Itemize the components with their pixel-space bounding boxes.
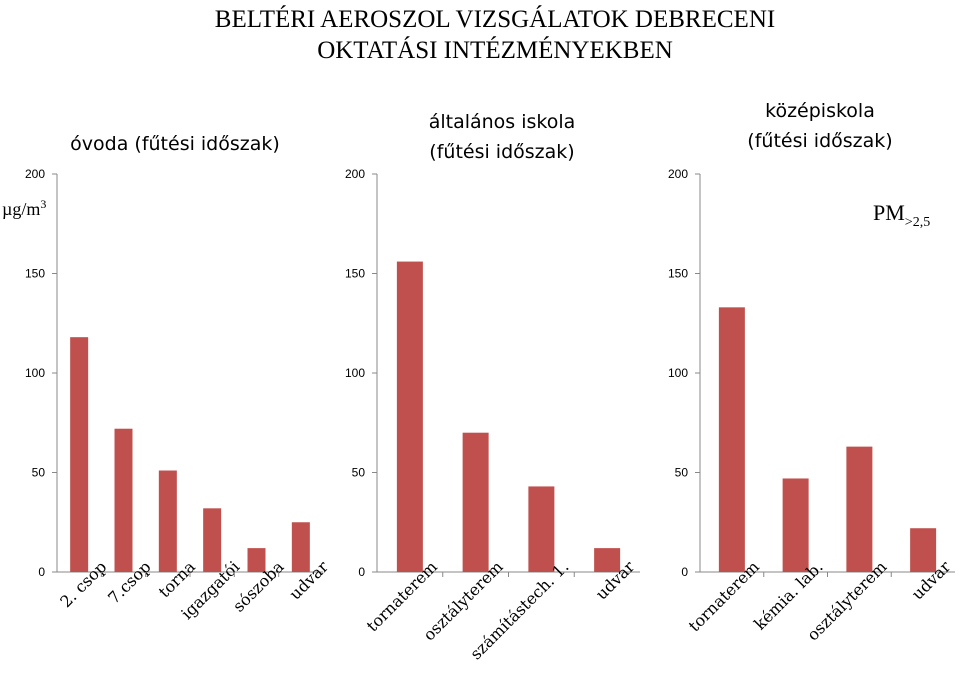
legend-label-main: PM [873,200,905,225]
panel-1-bar-3 [158,470,177,572]
main-title-line-2: OKTATÁSI INTÉZMÉNYEKBEN [317,36,673,64]
panel-2-bar-4 [594,548,621,572]
panel-3-title-line-2: (fűtési időszak) [747,130,892,152]
panel-1-ytick-label-0: 0 [38,565,45,579]
legend-label-subscript: >2,5 [905,215,930,230]
panel-2-bar-3 [528,486,555,572]
panel-1-title-line-1: óvoda (fűtési időszak) [70,133,280,155]
unit-label-base: µg/m [2,199,40,219]
unit-label: µg/m3 [2,197,46,219]
panel-3-bar-1 [718,307,745,572]
panel-1-bar-6 [291,522,310,572]
panel-3-ytick-label-2: 100 [668,366,688,380]
chart-panel-2: általános iskola (fűtési időszak) 0 50 100 15… [345,111,640,663]
panel-2-ytick-label-0: 0 [358,565,365,579]
panel-1-bar-2 [114,428,133,572]
panel-1-ytick-label-2: 100 [25,366,45,380]
legend-label: PM>2,5 [873,200,930,230]
panel-2-ytick-label-4: 200 [345,167,365,181]
panel-2-title-line-2: (fűtési időszak) [429,141,574,163]
chart-panel-3: középiskola(fűtési időszak)050100150200t… [668,100,955,645]
panel-3-ytick-label-0: 0 [681,565,688,579]
panel-3-ytick-label-4: 200 [668,167,688,181]
panel-1-ytick-label-3: 150 [25,267,45,281]
panel-2-ytick-label-2: 100 [345,366,365,380]
panel-2-ytick-label-3: 150 [345,267,365,281]
main-title-line-1: BELTÉRI AEROSZOL VIZSGÁLATOK DEBRECENI [215,5,775,33]
panel-1-ytick-label-1: 50 [32,466,46,480]
panel-2-ytick-label-1: 50 [352,466,366,480]
panel-1-bar-4 [203,508,222,572]
panel-2-bar-2 [462,432,489,572]
panel-2-title-line-1: általános iskola [429,111,576,133]
unit-label-superscript: 3 [40,197,46,211]
panel-1-bar-1 [70,337,89,572]
panel-3-title-line-1: középiskola [765,100,875,122]
panel-1-ytick-label-4: 200 [25,167,45,181]
panel-3-bar-3 [846,446,873,572]
panel-1-bar-5 [247,548,266,572]
panel-3-bar-2 [782,478,809,572]
panel-2-bar-1 [396,261,423,572]
panel-3-ytick-label-1: 50 [675,466,689,480]
panel-3-bar-4 [910,528,937,572]
panel-3-ytick-label-3: 150 [668,267,688,281]
